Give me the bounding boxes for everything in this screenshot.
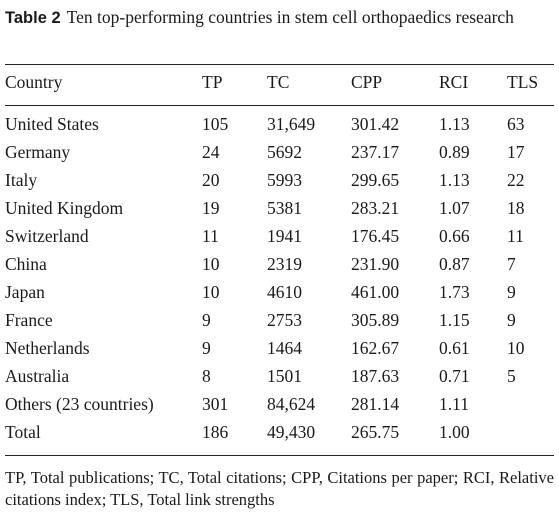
cell-rci: 1.73 bbox=[439, 282, 470, 302]
table-row: United States 105 31,649 301.42 1.13 63 bbox=[5, 113, 554, 135]
cell-tc: 2753 bbox=[267, 310, 302, 330]
cell-rci: 1.13 bbox=[439, 170, 470, 190]
header-rule bbox=[5, 105, 554, 106]
cell-country: France bbox=[5, 310, 53, 330]
cell-tls: 9 bbox=[507, 282, 516, 302]
cell-tls: 10 bbox=[507, 338, 525, 358]
table-row: Italy 20 5993 299.65 1.13 22 bbox=[5, 169, 554, 191]
cell-rci: 1.11 bbox=[439, 394, 469, 414]
cell-tp: 24 bbox=[202, 142, 220, 162]
cell-tp: 9 bbox=[202, 310, 211, 330]
header-tp: TP bbox=[202, 72, 223, 92]
cell-country: Switzerland bbox=[5, 226, 89, 246]
cell-tp: 186 bbox=[202, 422, 229, 442]
header-row: Country TP TC CPP RCI TLS bbox=[5, 71, 554, 93]
cell-tc: 5692 bbox=[267, 142, 302, 162]
cell-country: Others (23 countries) bbox=[5, 394, 154, 414]
cell-tc: 31,649 bbox=[267, 114, 316, 134]
cell-tls: 17 bbox=[507, 142, 525, 162]
cell-tp: 301 bbox=[202, 394, 229, 414]
cell-cpp: 265.75 bbox=[351, 422, 400, 442]
cell-rci: 1.13 bbox=[439, 114, 470, 134]
table-row: Total 186 49,430 265.75 1.00 bbox=[5, 421, 554, 443]
bottom-rule bbox=[5, 455, 554, 456]
cell-tc: 1464 bbox=[267, 338, 302, 358]
cell-cpp: 299.65 bbox=[351, 170, 400, 190]
top-rule bbox=[5, 64, 554, 65]
table-row: France 9 2753 305.89 1.15 9 bbox=[5, 309, 554, 331]
cell-tc: 1941 bbox=[267, 226, 302, 246]
cell-tc: 84,624 bbox=[267, 394, 316, 414]
cell-tls: 11 bbox=[507, 226, 524, 246]
cell-cpp: 283.21 bbox=[351, 198, 400, 218]
header-tls: TLS bbox=[507, 72, 539, 92]
cell-rci: 0.89 bbox=[439, 142, 470, 162]
cell-cpp: 231.90 bbox=[351, 254, 400, 274]
header-country: Country bbox=[5, 72, 63, 92]
cell-rci: 1.15 bbox=[439, 310, 470, 330]
cell-rci: 0.61 bbox=[439, 338, 470, 358]
cell-country: Total bbox=[5, 422, 41, 442]
cell-rci: 0.66 bbox=[439, 226, 470, 246]
cell-cpp: 162.67 bbox=[351, 338, 400, 358]
cell-tls: 7 bbox=[507, 254, 516, 274]
cell-tp: 8 bbox=[202, 366, 211, 386]
cell-country: China bbox=[5, 254, 47, 274]
cell-cpp: 461.00 bbox=[351, 282, 400, 302]
cell-country: Netherlands bbox=[5, 338, 90, 358]
caption-text: Ten top-performing countries in stem cel… bbox=[66, 7, 514, 27]
cell-rci: 0.71 bbox=[439, 366, 470, 386]
header-tc: TC bbox=[267, 72, 290, 92]
cell-country: Japan bbox=[5, 282, 45, 302]
cell-tp: 11 bbox=[202, 226, 219, 246]
table-label: Table 2 bbox=[5, 9, 61, 27]
cell-rci: 1.07 bbox=[439, 198, 470, 218]
cell-country: United Kingdom bbox=[5, 198, 124, 218]
cell-tc: 49,430 bbox=[267, 422, 316, 442]
cell-tc: 1501 bbox=[267, 366, 302, 386]
cell-tc: 4610 bbox=[267, 282, 302, 302]
cell-tls: 5 bbox=[507, 366, 516, 386]
cell-rci: 0.87 bbox=[439, 254, 470, 274]
header-cpp: CPP bbox=[351, 72, 383, 92]
table-row: Japan 10 4610 461.00 1.73 9 bbox=[5, 281, 554, 303]
table-footnote: TP, Total publications; TC, Total citati… bbox=[5, 468, 554, 509]
cell-country: United States bbox=[5, 114, 99, 134]
cell-cpp: 187.63 bbox=[351, 366, 400, 386]
cell-cpp: 237.17 bbox=[351, 142, 400, 162]
table-row: Australia 8 1501 187.63 0.71 5 bbox=[5, 365, 554, 387]
cell-tp: 19 bbox=[202, 198, 220, 218]
cell-tc: 5381 bbox=[267, 198, 302, 218]
cell-rci: 1.00 bbox=[439, 422, 470, 442]
cell-tp: 20 bbox=[202, 170, 220, 190]
table-row: Germany 24 5692 237.17 0.89 17 bbox=[5, 141, 554, 163]
header-rci: RCI bbox=[439, 72, 469, 92]
cell-tls: 18 bbox=[507, 198, 525, 218]
cell-tc: 2319 bbox=[267, 254, 302, 274]
cell-cpp: 176.45 bbox=[351, 226, 400, 246]
cell-cpp: 301.42 bbox=[351, 114, 400, 134]
table-figure: Table 2 Ten top-performing countries in s… bbox=[5, 6, 554, 509]
cell-tls: 63 bbox=[507, 114, 525, 134]
table-caption: Table 2 Ten top-performing countries in s… bbox=[5, 6, 554, 29]
cell-tp: 10 bbox=[202, 254, 220, 274]
cell-cpp: 305.89 bbox=[351, 310, 400, 330]
table-row: United Kingdom 19 5381 283.21 1.07 18 bbox=[5, 197, 554, 219]
cell-tls: 9 bbox=[507, 310, 516, 330]
table-row: Others (23 countries) 301 84,624 281.14 1.11 bbox=[5, 393, 554, 415]
cell-tls: 22 bbox=[507, 170, 525, 190]
table-row: Netherlands 9 1464 162.67 0.61 10 bbox=[5, 337, 554, 359]
cell-cpp: 281.14 bbox=[351, 394, 400, 414]
table-row: China 10 2319 231.90 0.87 7 bbox=[5, 253, 554, 275]
cell-tc: 5993 bbox=[267, 170, 302, 190]
cell-tp: 9 bbox=[202, 338, 211, 358]
table-row: Switzerland 11 1941 176.45 0.66 11 bbox=[5, 225, 554, 247]
cell-tp: 105 bbox=[202, 114, 229, 134]
cell-country: Australia bbox=[5, 366, 70, 386]
cell-tp: 10 bbox=[202, 282, 220, 302]
cell-country: Italy bbox=[5, 170, 38, 190]
cell-country: Germany bbox=[5, 142, 71, 162]
